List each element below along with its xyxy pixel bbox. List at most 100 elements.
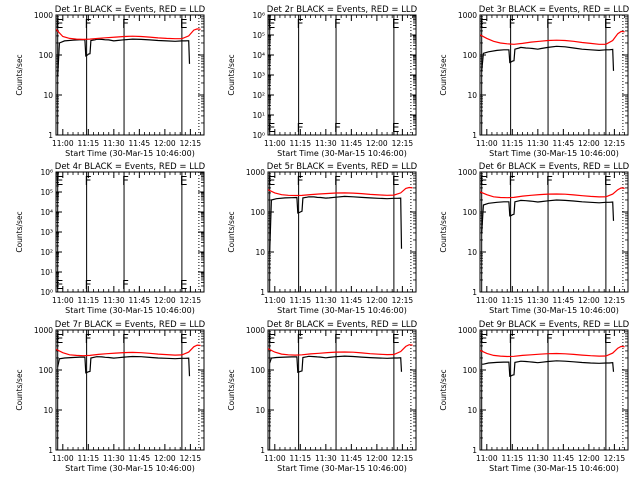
x-tick-label: 11:45 — [341, 139, 363, 148]
chart-panel-9: Det 9r BLACK = Events, RED = LLD 1 10 100 10… — [439, 320, 630, 473]
y-axis-title: Counts/sec — [227, 54, 236, 95]
y-tick-label: 100 — [463, 51, 478, 60]
y-tick-label: 1 — [48, 131, 53, 140]
x-tick-label: 12:00 — [366, 454, 388, 463]
x-tick-label: 11:30 — [315, 454, 337, 463]
series-line-lld — [480, 345, 625, 358]
x-tick-label: 11:00 — [264, 454, 286, 463]
x-tick-label: 12:15 — [392, 454, 414, 463]
chart-panel-5: Det 5r BLACK = Events, RED = LLD 1 10 100 10… — [227, 162, 418, 315]
y-tick-label: 1 — [472, 131, 477, 140]
series-line-lld — [480, 187, 625, 199]
marker-label-bottom: F — [85, 278, 92, 292]
y-axis-title: Counts/sec — [227, 369, 236, 410]
marker-label-top: F — [85, 332, 92, 346]
y-tick-label: 10 — [255, 406, 265, 415]
x-axis-title: Start Time (30-Mar-15 10:46:00) — [277, 464, 407, 473]
marker-label-bottom: F — [334, 121, 341, 135]
x-tick-label: 11:00 — [264, 139, 286, 148]
y-tick-label: 10⁴ — [252, 51, 265, 60]
marker-label-bottom: E — [268, 121, 276, 135]
series-line-events — [57, 355, 191, 377]
marker-label-top: E — [480, 17, 488, 31]
x-tick-label: 11:30 — [527, 139, 549, 148]
marker-label-top: F — [546, 174, 553, 188]
chart-title: Det 2r BLACK = Events, RED = LLD — [267, 5, 418, 15]
x-tick-label: 11:00 — [476, 139, 498, 148]
marker-label-top: E — [604, 17, 612, 31]
marker-label-top: E — [268, 332, 276, 346]
x-tick-label: 11:15 — [502, 296, 524, 305]
y-tick-label: 10 — [467, 248, 477, 257]
y-tick-label: 100 — [251, 366, 266, 375]
x-tick-label: 12:00 — [578, 296, 600, 305]
plot-frame — [479, 14, 629, 136]
marker-label-top: F — [334, 332, 341, 346]
x-axis-title: Start Time (30-Mar-15 10:46:00) — [277, 306, 407, 315]
y-axis-title: Counts/sec — [439, 54, 448, 95]
chart-title: Det 5r BLACK = Events, RED = LLD — [267, 162, 418, 172]
y-tick-label: 1 — [472, 446, 477, 455]
x-tick-label: 12:15 — [180, 139, 202, 148]
marker-label-top: F — [297, 17, 304, 31]
marker-label-top: E — [604, 174, 612, 188]
x-axis-title: Start Time (30-Mar-15 10:46:00) — [65, 149, 195, 158]
y-tick-label: 10² — [252, 91, 265, 100]
series-line-lld — [268, 186, 413, 197]
chart-panel-7: Det 7r BLACK = Events, RED = LLD 1 10 100 10… — [15, 320, 206, 473]
x-tick-label: 12:15 — [392, 296, 414, 305]
y-tick-label: 1 — [472, 288, 477, 297]
y-tick-label: 1 — [260, 288, 265, 297]
x-tick-label: 12:00 — [154, 296, 176, 305]
y-axis-title: Counts/sec — [15, 369, 24, 410]
chart-title: Det 4r BLACK = Events, RED = LLD — [55, 162, 206, 172]
x-tick-label: 11:15 — [290, 454, 312, 463]
y-tick-label: 100 — [463, 366, 478, 375]
marker-label-top: E — [180, 332, 188, 346]
y-tick-label: 100 — [251, 208, 266, 217]
y-tick-label: 10¹ — [40, 268, 53, 277]
x-tick-label: 11:30 — [315, 139, 337, 148]
marker-label-top: E — [392, 17, 400, 31]
x-tick-label: 11:15 — [78, 296, 100, 305]
chart-panel-3: Det 3r BLACK = Events, RED = LLD 1 10 100 10… — [439, 5, 630, 158]
marker-label-top: F — [509, 332, 516, 346]
plot-frame — [55, 329, 205, 451]
x-axis-title: Start Time (30-Mar-15 10:46:00) — [489, 306, 619, 315]
y-axis-title: Counts/sec — [439, 211, 448, 252]
x-tick-label: 11:45 — [129, 454, 151, 463]
marker-label-top: E — [392, 174, 400, 188]
y-tick-label: 1 — [260, 446, 265, 455]
chart-title: Det 6r BLACK = Events, RED = LLD — [479, 162, 630, 172]
x-tick-label: 11:15 — [290, 296, 312, 305]
y-tick-label: 1000 — [34, 11, 53, 20]
chart-title: Det 3r BLACK = Events, RED = LLD — [479, 5, 630, 15]
y-tick-label: 10³ — [40, 228, 53, 237]
series-line-events — [269, 195, 403, 253]
plot-frame — [479, 171, 629, 293]
x-tick-label: 12:00 — [154, 139, 176, 148]
x-tick-label: 11:15 — [78, 454, 100, 463]
y-tick-label: 10⁶ — [252, 11, 265, 20]
marker-label-top: F — [85, 174, 92, 188]
marker-label-top: F — [122, 174, 129, 188]
x-tick-label: 11:45 — [553, 296, 575, 305]
marker-label-bottom: E — [180, 278, 188, 292]
marker-label-top: F — [297, 332, 304, 346]
x-axis-title: Start Time (30-Mar-15 10:46:00) — [489, 149, 619, 158]
y-tick-label: 100 — [39, 51, 54, 60]
chart-panel-6: Det 6r BLACK = Events, RED = LLD 1 10 100 10… — [439, 162, 630, 315]
marker-label-top: E — [180, 17, 188, 31]
x-tick-label: 11:45 — [129, 296, 151, 305]
chart-panel-1: Det 1r BLACK = Events, RED = LLD 1 10 100 10… — [15, 5, 206, 158]
marker-label-top: F — [509, 174, 516, 188]
y-tick-label: 1 — [48, 446, 53, 455]
marker-label-top: F — [122, 332, 129, 346]
series-line-lld — [268, 344, 413, 356]
y-tick-label: 10 — [467, 406, 477, 415]
chart-panel-4: Det 4r BLACK = Events, RED = LLD 10⁰ 10¹ 10… — [15, 162, 206, 315]
marker-label-bottom: E — [56, 278, 64, 292]
y-tick-label: 1000 — [34, 326, 53, 335]
x-tick-label: 11:45 — [553, 139, 575, 148]
